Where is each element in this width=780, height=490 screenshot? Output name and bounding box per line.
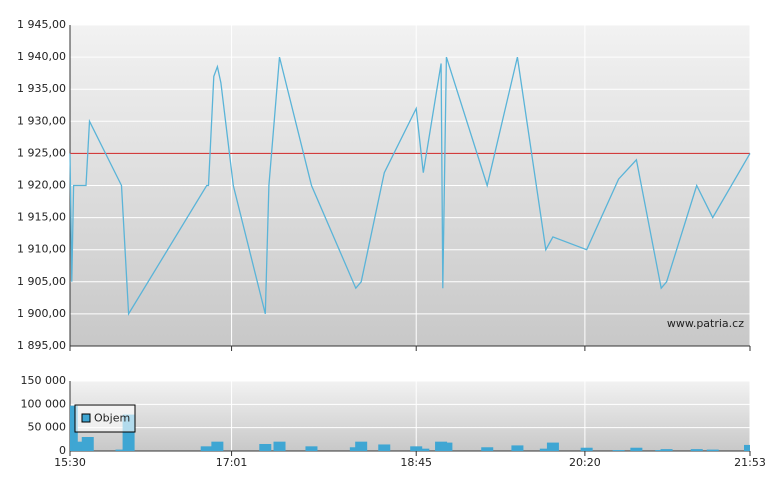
watermark: www.patria.cz [667,317,744,330]
volume-bar [612,450,625,451]
x-tick-label: 15:30 [54,456,86,469]
volume-bar [440,442,453,451]
volume-bar [200,446,213,451]
volume-plot-bg [70,381,750,451]
volume-bar [259,444,272,451]
legend-label: Objem [94,412,130,425]
y-tick-label: 100 000 [21,397,67,410]
y-tick-label: 1 945,00 [17,18,66,31]
y-tick-label: 1 920,00 [17,179,66,192]
volume-bar [410,446,423,451]
volume-bar [546,442,559,451]
volume-bar [417,448,430,451]
y-tick-label: 1 895,00 [17,339,66,352]
volume-bar [211,441,224,451]
y-tick-label: 50 000 [28,421,67,434]
volume-bar [690,449,703,451]
volume-bar [511,445,524,451]
volume-bar [539,448,552,451]
volume-bar [660,449,673,451]
volume-bar [115,449,128,451]
volume-bar [305,446,318,451]
x-tick-label: 20:20 [569,456,601,469]
y-tick-label: 150 000 [21,374,67,387]
x-tick-label: 18:45 [400,456,432,469]
y-tick-label: 1 915,00 [17,211,66,224]
y-tick-label: 1 905,00 [17,275,66,288]
y-tick-label: 1 910,00 [17,243,66,256]
x-tick-label: 21:53 [734,456,766,469]
volume-bar [378,444,391,451]
y-tick-label: 0 [59,444,66,457]
price-line [69,56,751,317]
volume-bar [630,447,643,451]
y-tick-label: 1 940,00 [17,50,66,63]
legend-swatch [81,413,91,423]
volume-bar [355,441,368,451]
y-tick-label: 1 935,00 [17,82,66,95]
volume-bar [81,437,94,451]
volume-bar [744,444,750,451]
volume-bar [481,447,494,451]
volume-bar [706,449,719,451]
volume-bar [72,441,85,451]
y-tick-label: 1 900,00 [17,307,66,320]
y-tick-label: 1 925,00 [17,146,66,159]
volume-bar [273,441,286,451]
volume-bar [70,405,78,451]
volume-bar [580,447,593,451]
x-tick-label: 17:01 [216,456,248,469]
y-tick-label: 1 930,00 [17,114,66,127]
